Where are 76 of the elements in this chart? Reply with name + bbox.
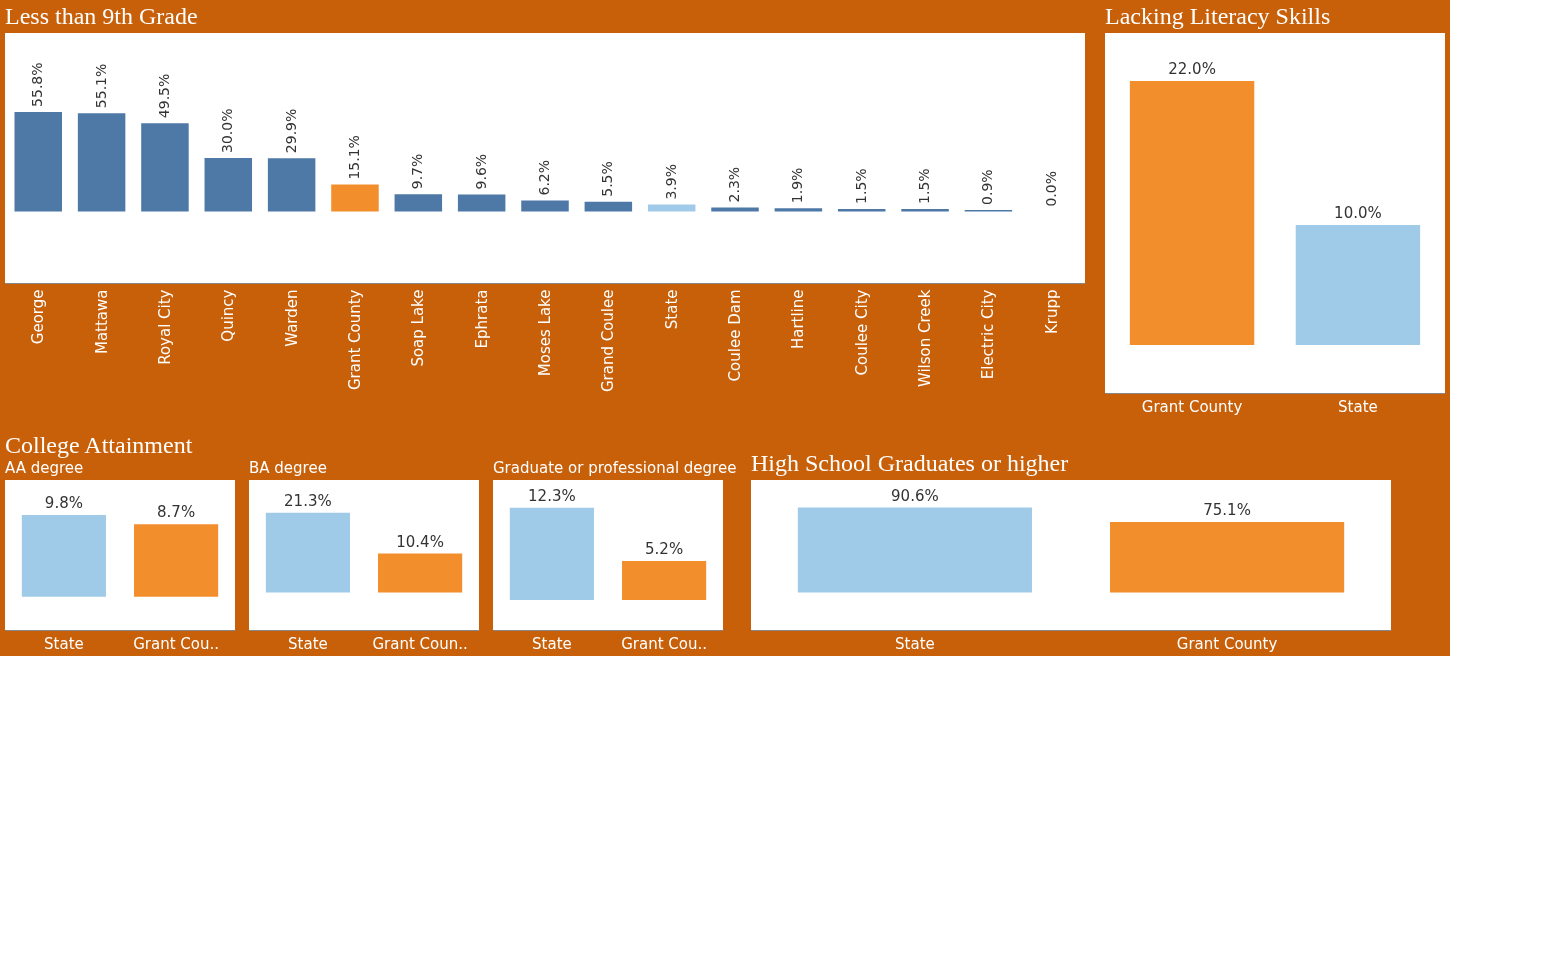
data-label: 1.5% xyxy=(852,168,869,204)
bar xyxy=(331,184,379,212)
data-label: 90.6% xyxy=(891,486,939,505)
data-label: 55.8% xyxy=(29,62,46,107)
x-tick-label: Coulee Dam xyxy=(726,289,745,382)
data-label: 0.0% xyxy=(1042,170,1059,207)
data-label: 3.9% xyxy=(662,164,679,200)
bar xyxy=(901,208,949,212)
bar xyxy=(204,158,253,212)
bar xyxy=(141,123,189,212)
x-tick-label: Wilson Creek xyxy=(916,289,935,388)
chart-title: Less than 9th Grade xyxy=(5,3,198,29)
bar xyxy=(837,208,886,212)
x-tick-label: Quincy xyxy=(219,289,238,342)
x-tick-label: State xyxy=(662,289,681,330)
x-tick-label: Krupp xyxy=(1042,289,1061,335)
data-label: 10.4% xyxy=(396,532,444,551)
bar xyxy=(394,194,443,212)
chart-subtitle: AA degree xyxy=(5,459,84,477)
chart-title: High School Graduates or higher xyxy=(751,450,1069,476)
data-label: 0.9% xyxy=(979,169,996,205)
data-label: 9.7% xyxy=(409,153,426,190)
data-label: 12.3% xyxy=(528,486,576,505)
data-label: 22.0% xyxy=(1168,60,1216,78)
x-tick-label: George xyxy=(29,289,48,345)
bar xyxy=(267,158,316,212)
data-label: 9.8% xyxy=(44,494,83,512)
data-label: 1.5% xyxy=(916,168,933,204)
x-tick-label: State xyxy=(532,634,572,653)
data-label: 49.5% xyxy=(155,73,172,119)
x-tick-label: Soap Lake xyxy=(409,289,428,367)
x-tick-label: Grant Cou.. xyxy=(621,634,708,653)
x-tick-label: Grand Coulee xyxy=(599,289,618,393)
x-tick-label: State xyxy=(44,634,84,653)
chart-subtitle: Graduate or professional degree xyxy=(493,459,737,477)
x-tick-label: Grant County xyxy=(345,289,364,391)
x-tick-label: Electric City xyxy=(979,289,998,380)
data-label: 1.9% xyxy=(789,167,806,204)
x-tick-label: Grant County xyxy=(1176,634,1278,653)
x-tick-label: Mattawa xyxy=(92,289,111,355)
data-label: 29.9% xyxy=(282,108,299,154)
x-tick-label: State xyxy=(1338,397,1378,416)
data-label: 21.3% xyxy=(284,491,332,510)
x-tick-label: Grant Cou.. xyxy=(133,634,220,653)
data-label: 6.2% xyxy=(536,159,552,196)
data-label: 15.1% xyxy=(345,135,362,180)
x-tick-label: Coulee City xyxy=(852,289,871,376)
chart-subtitle: BA degree xyxy=(249,459,327,477)
bar xyxy=(774,208,823,212)
x-tick-label: Grant County xyxy=(1141,397,1243,416)
bar xyxy=(521,200,569,212)
data-label: 75.1% xyxy=(1203,501,1251,520)
data-label: 30.0% xyxy=(219,108,236,153)
x-tick-label: Grant Coun.. xyxy=(372,634,468,653)
chart-title: Lacking Literacy Skills xyxy=(1105,3,1331,29)
bar xyxy=(711,207,759,212)
data-label: 2.3% xyxy=(726,166,743,203)
x-tick-label: State xyxy=(288,634,328,653)
bar xyxy=(77,113,126,212)
bar xyxy=(647,204,696,212)
x-tick-label: Warden xyxy=(282,289,301,347)
x-tick-label: State xyxy=(895,634,935,653)
bar xyxy=(14,111,63,212)
data-label: 10.0% xyxy=(1334,204,1382,222)
x-tick-label: Moses Lake xyxy=(536,289,554,377)
bar xyxy=(457,194,506,212)
x-tick-label: Royal City xyxy=(155,289,174,365)
data-label: 5.2% xyxy=(645,540,684,558)
x-tick-label: Ephrata xyxy=(472,289,491,349)
chart-title: College Attainment xyxy=(5,432,193,458)
data-label: 55.1% xyxy=(92,63,109,109)
x-tick-label: Hartline xyxy=(789,289,808,350)
bar xyxy=(584,201,633,212)
data-label: 5.5% xyxy=(599,161,616,197)
data-label: 9.6% xyxy=(472,153,489,190)
data-label: 8.7% xyxy=(157,503,196,522)
